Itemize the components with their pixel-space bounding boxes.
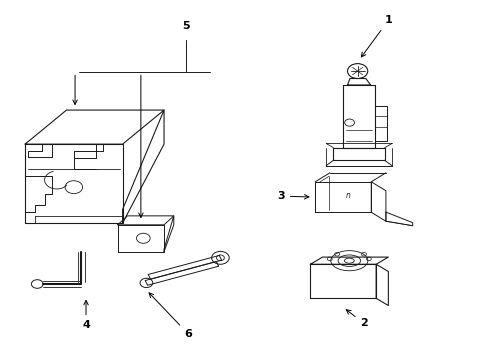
Text: 3: 3 xyxy=(277,191,308,201)
Text: 6: 6 xyxy=(149,293,192,339)
Text: 1: 1 xyxy=(361,15,391,57)
Text: n: n xyxy=(345,191,350,200)
Text: 2: 2 xyxy=(346,310,367,328)
Text: 4: 4 xyxy=(82,300,90,330)
Text: 5: 5 xyxy=(182,21,189,31)
